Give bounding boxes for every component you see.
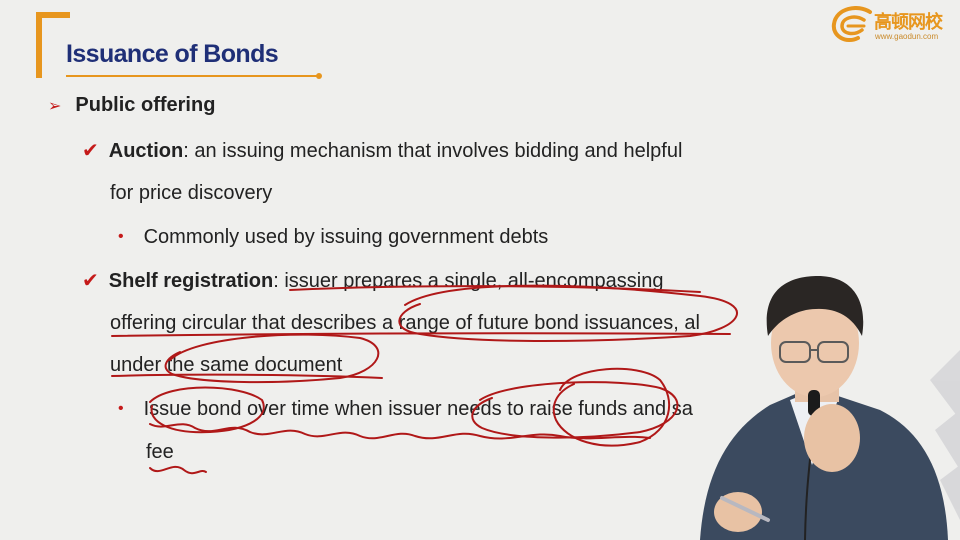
arrow-bullet-icon: ➢ — [48, 98, 62, 115]
circle-annotation — [471, 381, 679, 439]
point-public-offering: ➢ Public offering — [48, 94, 215, 117]
subpoint-text: Commonly used by issuing government debt… — [143, 226, 549, 248]
checkmark-icon: ✔ — [82, 140, 99, 162]
title-underline — [66, 75, 320, 77]
underline-stroke — [289, 285, 701, 293]
gaodun-logo-icon — [831, 6, 872, 43]
presenter-hand — [804, 404, 860, 472]
presenter-face — [771, 289, 859, 397]
title-bracket — [36, 12, 70, 78]
wavy-underline — [149, 423, 651, 440]
dot-bullet-icon: • — [118, 400, 124, 417]
brand-name: 高顿网校 — [874, 12, 943, 33]
brand-logo: 高顿网校 www.gaodun.com — [830, 6, 954, 46]
checkmark-icon: ✔ — [82, 270, 99, 292]
pen-icon — [720, 496, 770, 522]
point-label: Public offering — [75, 94, 216, 116]
wavy-underline — [149, 465, 207, 475]
underline-stroke — [111, 332, 731, 337]
dot-bullet-icon: • — [118, 228, 124, 245]
auction-subpoint: • Commonly used by issuing government deb… — [118, 226, 548, 249]
brand-url: www.gaodun.com — [875, 32, 939, 41]
presenter-hair — [766, 276, 864, 336]
slide-title: Issuance of Bonds — [66, 40, 279, 68]
auction-definition-cont: for price discovery — [110, 182, 273, 204]
title-underline-dot — [316, 73, 322, 79]
underline-stroke — [111, 373, 383, 379]
shelf-subpoint-cont: fee — [146, 441, 174, 463]
shelf-definition-cont-1: offering circular that describes a range… — [110, 312, 700, 334]
point-auction: ✔ Auction: an issuing mechanism that invo… — [82, 138, 682, 163]
term-auction: Auction — [108, 140, 184, 162]
term-shelf-registration: Shelf registration — [108, 270, 274, 292]
auction-definition: : an issuing mechanism that involves bid… — [183, 140, 683, 162]
